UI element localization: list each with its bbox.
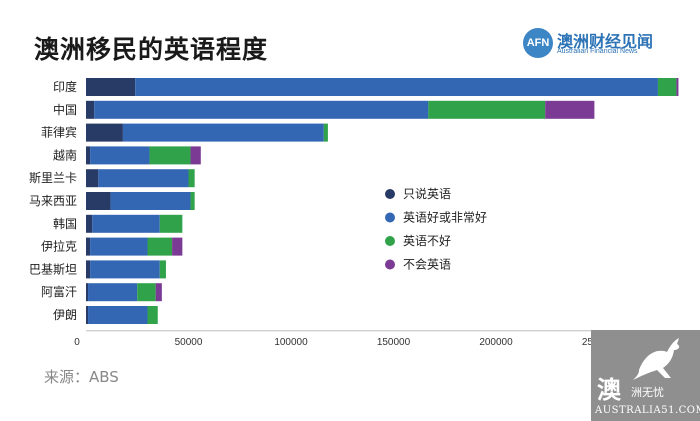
category-label: 韩国: [53, 216, 77, 231]
bar-segment-4-1: [98, 169, 189, 188]
bar-segment-5-2: [190, 192, 195, 210]
legend-swatch: [385, 236, 395, 246]
bar-segment-3-3: [190, 146, 201, 165]
bar-segment-2-0: [86, 123, 123, 142]
bar-segment-2-1: [122, 123, 324, 142]
legend-label: 不会英语: [403, 258, 451, 272]
bar-segment-7-0: [86, 237, 91, 256]
bar-segment-9-1: [88, 283, 138, 302]
bar-segment-7-3: [172, 237, 183, 256]
bar-segment-8-1: [90, 260, 160, 279]
bar-segment-10-0: [86, 306, 89, 324]
x-tick-label: 150000: [377, 337, 411, 348]
bar-segment-5-0: [86, 192, 111, 210]
bar-segment-1-3: [545, 100, 595, 119]
category-label: 阿富汗: [41, 284, 77, 299]
bar-segment-6-2: [159, 214, 183, 233]
bar-segment-4-0: [86, 169, 99, 188]
category-label: 菲律宾: [41, 125, 77, 140]
badge-small-chars: 洲无忧: [631, 386, 664, 399]
category-label: 马来西亚: [29, 194, 77, 208]
afn-logo-name: 澳洲财经见闻: [557, 32, 654, 51]
legend-swatch: [385, 189, 395, 199]
bar-segment-0-3: [676, 78, 679, 96]
badge-domain: AUSTRALIA51.COM: [595, 405, 700, 416]
source-note: 来源：ABS: [44, 368, 119, 386]
bar-segment-1-1: [94, 100, 429, 119]
badge-big-char: 澳: [597, 376, 621, 404]
bar-segment-2-2: [323, 123, 328, 142]
legend-label: 英语不好: [403, 234, 451, 248]
afn-logo-subtitle: Australian Financial News: [557, 48, 638, 55]
category-label: 巴基斯坦: [29, 262, 77, 276]
page-title: 澳洲移民的英语程度: [34, 35, 269, 64]
bar-segment-5-1: [110, 192, 191, 210]
bar-segment-1-2: [428, 100, 546, 119]
bar-segment-8-0: [86, 260, 91, 279]
x-tick-label: 50000: [175, 337, 203, 348]
x-tick-label: 0: [74, 337, 80, 348]
x-tick-labels: 050000100000150000200000250000: [74, 337, 615, 348]
category-label: 伊拉克: [41, 239, 77, 254]
bar-segment-9-2: [137, 283, 156, 302]
legend-label: 英语好或非常好: [403, 211, 487, 225]
australia51-badge: 澳 洲无忧 AUSTRALIA51.COM: [591, 330, 700, 421]
bar-segment-7-2: [147, 237, 173, 256]
bar-segment-3-1: [90, 146, 150, 165]
bar-segment-9-0: [86, 283, 89, 302]
category-label: 中国: [53, 102, 77, 117]
bar-segment-10-2: [147, 306, 158, 324]
category-label: 印度: [53, 79, 77, 94]
bars-group: [86, 78, 679, 324]
bar-segment-7-1: [90, 237, 148, 256]
bar-segment-8-2: [159, 260, 166, 279]
legend-swatch: [385, 212, 395, 223]
bar-segment-4-2: [188, 169, 195, 188]
afn-logo: AFN 澳洲财经见闻 Australian Financial News: [523, 28, 663, 60]
x-tick-label: 200000: [479, 337, 513, 348]
bar-segment-10-1: [88, 306, 148, 324]
bar-segment-0-2: [657, 78, 677, 96]
kangaroo-icon: [633, 338, 680, 380]
bar-segment-1-0: [86, 100, 95, 119]
bar-segment-6-1: [92, 214, 160, 233]
bar-segment-9-3: [155, 283, 162, 302]
bar-segment-0-0: [86, 78, 136, 96]
x-tick-label: 100000: [274, 337, 308, 348]
legend-swatch: [385, 259, 395, 270]
category-label: 伊朗: [53, 308, 77, 322]
legend-label: 只说英语: [403, 186, 451, 201]
bar-segment-0-1: [135, 78, 658, 96]
bar-segment-3-0: [86, 146, 91, 165]
afn-logo-mark: AFN: [523, 28, 553, 58]
category-label: 斯里兰卡: [29, 171, 77, 185]
bar-segment-6-0: [86, 214, 93, 233]
category-label: 越南: [53, 147, 77, 162]
bar-segment-3-2: [149, 146, 191, 165]
